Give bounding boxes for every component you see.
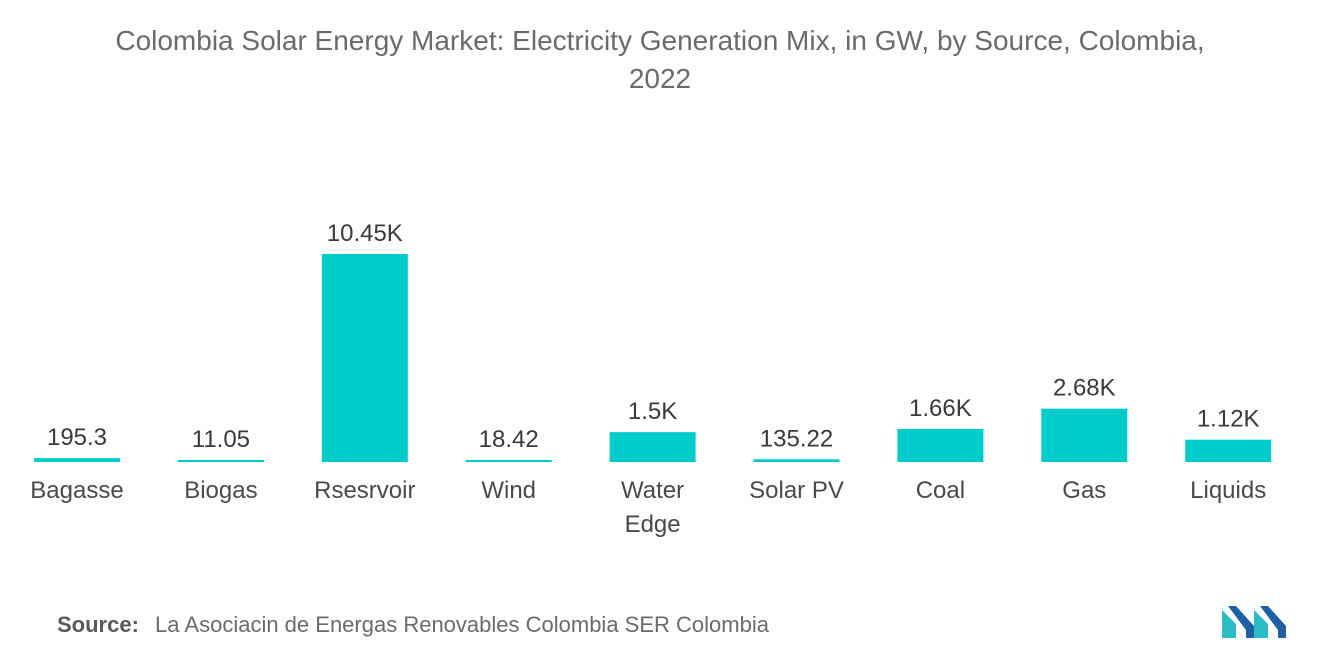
data-label: 1.66K (909, 395, 972, 422)
bar-gas (1041, 408, 1128, 462)
category-label: Gas (1062, 477, 1106, 504)
data-label: 1.5K (628, 398, 677, 425)
category-label: Solar PV (749, 477, 844, 504)
category-label: Water (621, 477, 684, 504)
bar-biogas (177, 460, 264, 462)
bar-water-edge (609, 432, 696, 462)
chart-title-line2: 2022 (628, 63, 692, 94)
bar-coal (897, 428, 984, 462)
bar-chart: 195.3 Bagasse 11.05 Biogas 10.45K Rsesrvoir 18… (30, 220, 1272, 538)
category-label: Rsesrvoir (314, 477, 415, 504)
category-label: Liquids (1190, 477, 1266, 504)
source-note: Source: La Asociacin de Energas Renovabl… (57, 612, 769, 638)
data-label: 18.42 (479, 426, 539, 453)
category-label: Coal (916, 477, 965, 504)
data-label: 135.22 (760, 425, 833, 452)
source-label: Source: (57, 612, 139, 637)
bar-wind (465, 460, 552, 462)
chart-title: Colombia Solar Energy Market: Electricit… (0, 22, 1320, 98)
source-text: La Asociacin de Energas Renovables Colom… (155, 612, 769, 637)
data-label: 195.3 (47, 424, 107, 451)
bar-bagasse (34, 458, 120, 462)
chart-title-line1: Colombia Solar Energy Market: Electricit… (115, 25, 1205, 56)
bar-rsesrvoir (321, 254, 408, 462)
bar-liquids (1185, 439, 1272, 462)
data-label: 11.05 (192, 426, 250, 453)
bar-solar-pv (753, 459, 840, 462)
data-label: 1.12K (1197, 406, 1260, 433)
category-label: Biogas (184, 477, 257, 504)
category-label: Edge (625, 511, 681, 538)
mordor-logo-icon (1222, 606, 1286, 638)
data-label: 10.45K (327, 220, 403, 247)
category-label: Bagasse (30, 477, 123, 504)
category-label: Wind (481, 477, 536, 504)
data-label: 2.68K (1053, 375, 1116, 402)
